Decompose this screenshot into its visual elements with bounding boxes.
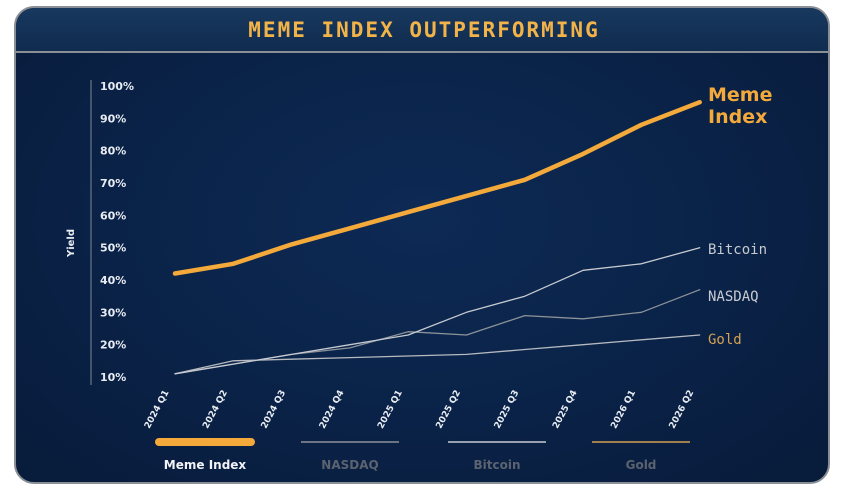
x-tick-label: 2026 Q2	[668, 389, 697, 431]
title-bar	[16, 8, 828, 53]
end-label-meme-index: Index	[708, 106, 767, 128]
y-tick-label: 40%	[100, 274, 126, 287]
x-tick-label: 2024 Q3	[260, 389, 289, 431]
chart-panel: MEME INDEX OUTPERFORMING	[14, 6, 830, 484]
legend-item-meme-index[interactable]: Meme Index	[164, 458, 247, 472]
series-line-meme-index	[172, 99, 702, 276]
end-label-gold: Gold	[708, 332, 742, 348]
x-tick-label: 2025 Q3	[493, 389, 522, 431]
y-tick-label: 50%	[100, 242, 126, 255]
legend-item-bitcoin[interactable]: Bitcoin	[473, 458, 520, 472]
y-tick-label: 100%	[100, 80, 134, 93]
x-tick-label: 2024 Q4	[318, 389, 347, 431]
series-line-bitcoin	[174, 247, 701, 375]
x-tick-label: 2024 Q2	[201, 389, 230, 431]
y-tick-label: 10%	[100, 371, 126, 384]
y-tick-label: 80%	[100, 145, 126, 158]
legend-item-gold[interactable]: Gold	[626, 458, 657, 472]
end-label-bitcoin: Bitcoin	[708, 242, 767, 258]
y-axis-label: Yield	[66, 229, 77, 258]
x-tick-label: 2025 Q4	[551, 389, 580, 431]
x-tick-label: 2024 Q1	[143, 389, 172, 431]
legend-item-nasdaq[interactable]: NASDAQ	[321, 458, 378, 472]
chart-title: MEME INDEX OUTPERFORMING	[248, 18, 600, 42]
y-tick-label: 90%	[100, 112, 126, 125]
end-label-meme-index: Meme	[708, 84, 772, 106]
y-tick-label: 70%	[100, 177, 126, 190]
series-line-gold	[174, 334, 701, 375]
end-label-nasdaq: NASDAQ	[708, 289, 759, 305]
x-tick-label: 2025 Q2	[435, 389, 464, 431]
y-tick-label: 60%	[100, 209, 126, 222]
y-tick-label: 20%	[100, 339, 126, 352]
x-tick-label: 2025 Q1	[376, 389, 405, 431]
x-tick-label: 2026 Q1	[609, 389, 638, 431]
y-tick-label: 30%	[100, 306, 126, 319]
